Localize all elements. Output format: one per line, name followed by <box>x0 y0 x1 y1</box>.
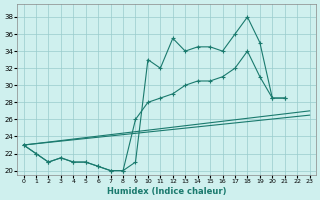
X-axis label: Humidex (Indice chaleur): Humidex (Indice chaleur) <box>107 187 226 196</box>
